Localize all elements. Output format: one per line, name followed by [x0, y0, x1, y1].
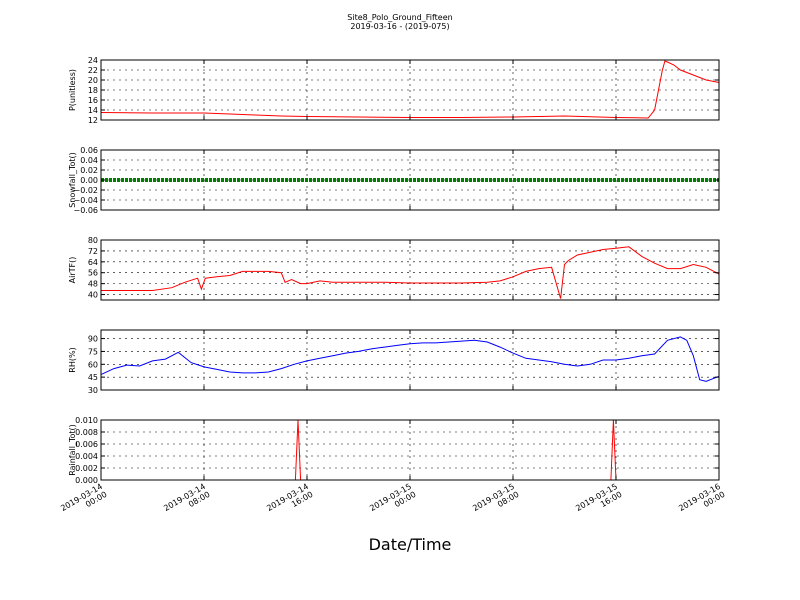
chart-subtitle: 2019-03-16 - (2019-075): [350, 22, 449, 31]
x-axis-label: Date/Time: [369, 535, 452, 554]
y-tick-label: −0.06: [73, 206, 98, 215]
y-tick-label: 48: [88, 280, 98, 289]
y-tick-label: 75: [88, 347, 98, 356]
y-axis-label: Snowfall_Tot(): [68, 152, 77, 208]
y-axis-label: AirTF(): [68, 257, 77, 284]
y-tick-label: 20: [88, 76, 98, 85]
series-line: [101, 246, 720, 299]
y-tick-label: 45: [88, 373, 98, 382]
y-tick-label: 16: [88, 96, 98, 105]
y-axis-label: P(unitless): [68, 69, 77, 111]
y-tick-label: 56: [88, 269, 98, 278]
panel-3: 30 45 60 75 90 RH(%): [68, 329, 720, 395]
x-tick-label: 2019-03-1600:00: [677, 482, 726, 521]
series-line: [100, 60, 720, 119]
y-tick-label: −0.02: [73, 186, 98, 195]
panel-4: 0.000 0.002 0.004 0.006 0.008 0.010Rainfall_T…: [68, 416, 720, 485]
y-tick-label: 0.04: [80, 156, 98, 165]
y-axis-label: Rainfall_Tot(): [68, 424, 77, 476]
y-tick-label: 0.006: [75, 440, 98, 449]
panel-1: −0.06−0.04−0.020.000.020.040.06Snowfall_…: [68, 146, 720, 215]
y-tick-label: 0.008: [75, 428, 98, 437]
y-tick-label: 80: [88, 236, 98, 245]
y-tick-label: 0.000: [75, 476, 98, 485]
y-tick-label: 0.002: [75, 464, 98, 473]
y-tick-label: 40: [88, 291, 98, 300]
x-axis: 2019-03-1400:00 2019-03-1408:00 2019-03-14…: [59, 482, 726, 521]
y-tick-label: 0.06: [80, 146, 98, 155]
y-tick-label: 12: [88, 116, 98, 125]
y-tick-label: 90: [88, 335, 98, 344]
x-tick-label: 2019-03-1508:00: [471, 482, 520, 521]
y-axis-label: RH(%): [68, 347, 77, 372]
x-tick-label: 2019-03-1516:00: [574, 482, 623, 521]
x-tick-label: 2019-03-1400:00: [59, 482, 108, 521]
y-tick-label: 24: [88, 56, 98, 65]
y-tick-label: 30: [88, 386, 98, 395]
y-tick-label: 0.02: [80, 166, 98, 175]
y-tick-label: 64: [88, 258, 98, 267]
y-tick-label: 14: [88, 106, 98, 115]
y-tick-label: 22: [88, 66, 98, 75]
x-tick-label: 2019-03-1416:00: [265, 482, 314, 521]
chart-title: Site8_Polo_Ground_Fifteen: [347, 13, 452, 22]
y-tick-label: 18: [88, 86, 98, 95]
y-tick-label: 72: [88, 247, 98, 256]
y-tick-label: 60: [88, 360, 98, 369]
y-tick-label: −0.04: [73, 196, 98, 205]
series-line: [100, 336, 720, 382]
y-tick-label: 0.00: [80, 176, 98, 185]
x-tick-label: 2019-03-1408:00: [162, 482, 211, 521]
panel-2: 40 48 56 64 72 80 AirTF(): [68, 236, 720, 301]
y-tick-label: 0.004: [75, 452, 98, 461]
y-tick-label: 0.010: [75, 416, 98, 425]
x-tick-label: 2019-03-1500:00: [368, 482, 417, 521]
